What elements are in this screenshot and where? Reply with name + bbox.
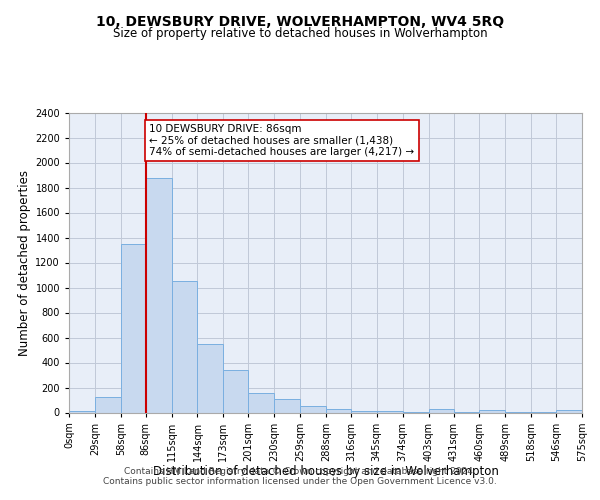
Bar xyxy=(197,344,223,412)
Bar xyxy=(274,400,300,412)
Bar xyxy=(556,410,582,412)
X-axis label: Distribution of detached houses by size in Wolverhampton: Distribution of detached houses by size … xyxy=(152,465,499,478)
Bar xyxy=(172,281,197,412)
Bar xyxy=(69,411,95,412)
Bar xyxy=(428,410,454,412)
Bar xyxy=(351,410,377,412)
Text: 10, DEWSBURY DRIVE, WOLVERHAMPTON, WV4 5RQ: 10, DEWSBURY DRIVE, WOLVERHAMPTON, WV4 5… xyxy=(96,15,504,29)
Y-axis label: Number of detached properties: Number of detached properties xyxy=(18,170,31,356)
Bar xyxy=(121,244,146,412)
Bar xyxy=(300,406,326,412)
Bar xyxy=(377,411,403,412)
Bar xyxy=(248,392,274,412)
Text: Contains HM Land Registry data © Crown copyright and database right 2024.: Contains HM Land Registry data © Crown c… xyxy=(124,467,476,476)
Text: Contains public sector information licensed under the Open Government Licence v3: Contains public sector information licen… xyxy=(103,477,497,486)
Bar xyxy=(146,178,172,412)
Bar xyxy=(95,397,121,412)
Bar xyxy=(326,410,351,412)
Text: Size of property relative to detached houses in Wolverhampton: Size of property relative to detached ho… xyxy=(113,28,487,40)
Bar xyxy=(223,370,248,412)
Bar xyxy=(479,410,505,412)
Text: 10 DEWSBURY DRIVE: 86sqm
← 25% of detached houses are smaller (1,438)
74% of sem: 10 DEWSBURY DRIVE: 86sqm ← 25% of detach… xyxy=(149,124,415,157)
